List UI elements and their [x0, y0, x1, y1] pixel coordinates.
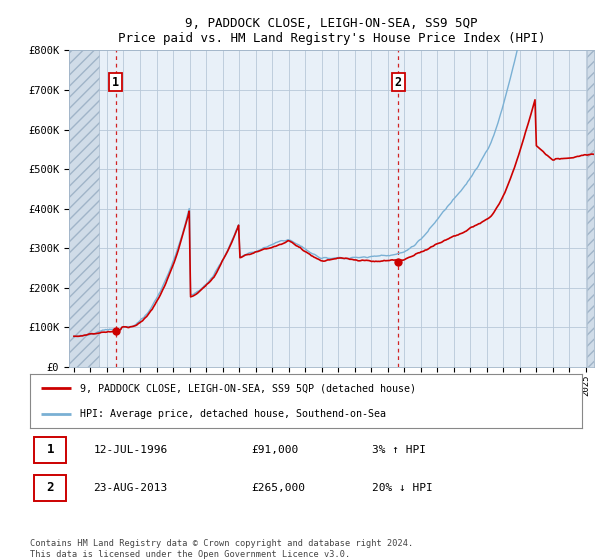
Bar	[69, 50, 99, 367]
Text: 23-AUG-2013: 23-AUG-2013	[94, 483, 168, 493]
Bar	[587, 50, 594, 367]
Text: £91,000: £91,000	[251, 445, 298, 455]
Text: 2: 2	[47, 481, 54, 494]
Text: 20% ↓ HPI: 20% ↓ HPI	[372, 483, 433, 493]
Title: 9, PADDOCK CLOSE, LEIGH-ON-SEA, SS9 5QP
Price paid vs. HM Land Registry's House : 9, PADDOCK CLOSE, LEIGH-ON-SEA, SS9 5QP …	[118, 17, 545, 45]
Text: 9, PADDOCK CLOSE, LEIGH-ON-SEA, SS9 5QP (detached house): 9, PADDOCK CLOSE, LEIGH-ON-SEA, SS9 5QP …	[80, 384, 416, 393]
FancyBboxPatch shape	[34, 475, 67, 501]
Text: Contains HM Land Registry data © Crown copyright and database right 2024.
This d: Contains HM Land Registry data © Crown c…	[30, 539, 413, 559]
FancyBboxPatch shape	[34, 437, 67, 463]
Text: HPI: Average price, detached house, Southend-on-Sea: HPI: Average price, detached house, Sout…	[80, 409, 386, 418]
Text: 12-JUL-1996: 12-JUL-1996	[94, 445, 168, 455]
Text: 1: 1	[47, 443, 54, 456]
Text: £265,000: £265,000	[251, 483, 305, 493]
Text: 1: 1	[112, 76, 119, 88]
Text: 3% ↑ HPI: 3% ↑ HPI	[372, 445, 426, 455]
Text: 2: 2	[395, 76, 402, 88]
